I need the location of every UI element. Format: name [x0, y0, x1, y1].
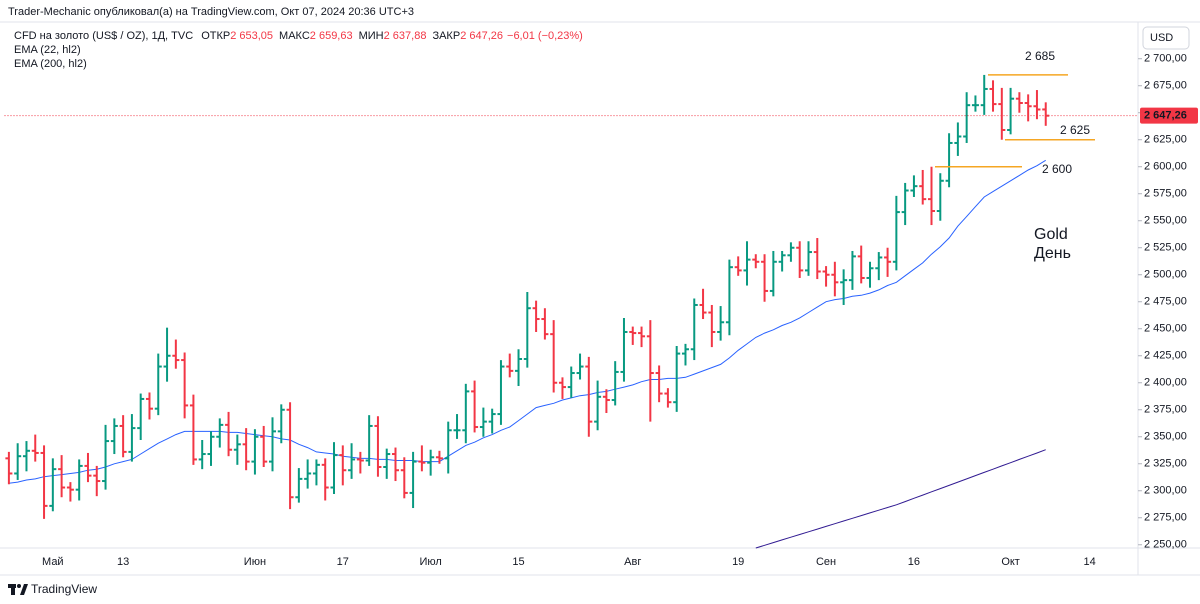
ohlc-value: 2 647,26 — [460, 30, 503, 42]
level-label: 2 685 — [1025, 49, 1055, 63]
brand: TradingView — [31, 582, 97, 596]
ema-line — [755, 449, 1046, 549]
ohlc-label: ОТКР — [201, 30, 230, 42]
y-tick-label: 2 575,00 — [1144, 188, 1187, 200]
symbol: CFD на золото (US$ / OZ), 1Д, TVC — [14, 30, 193, 42]
x-tick-label: 14 — [1084, 556, 1096, 568]
y-tick-label: 2 450,00 — [1144, 323, 1187, 335]
y-tick-label: 2 500,00 — [1144, 269, 1187, 281]
ohlc-label: МИН — [359, 30, 384, 42]
ohlc-label: ЗАКР — [432, 30, 460, 42]
y-tick-label: 2 600,00 — [1144, 161, 1187, 173]
ohlc-label: МАКС — [279, 30, 310, 42]
x-tick-label: 19 — [732, 556, 744, 568]
price-label: 2 647,26 — [1144, 110, 1187, 122]
x-tick-label: Авг — [624, 556, 641, 568]
currency-button[interactable] — [1142, 26, 1190, 50]
change: −6,01 (−0,23%) — [507, 30, 583, 42]
ohlc-value: 2 653,05 — [230, 30, 273, 42]
annotation: День — [1034, 245, 1071, 262]
y-tick-label: 2 425,00 — [1144, 350, 1187, 362]
y-tick-label: 2 700,00 — [1144, 53, 1187, 65]
attribution: Trader-Mechanic опубликовал(а) на Tradin… — [8, 6, 414, 18]
ema-line — [8, 159, 1046, 484]
x-tick-label: Июн — [244, 556, 266, 568]
level-label: 2 625 — [1060, 123, 1090, 137]
y-tick-label: 2 375,00 — [1144, 404, 1187, 416]
y-tick-label: 2 250,00 — [1144, 539, 1187, 551]
currency[interactable]: USD — [1150, 32, 1173, 44]
x-tick-label: 15 — [512, 556, 524, 568]
logo-part — [17, 584, 21, 588]
y-tick-label: 2 300,00 — [1144, 485, 1187, 497]
legend-ohlc: CFD на золото (US$ / OZ), 1Д, TVC ОТКР2 6… — [14, 30, 583, 42]
logo-part — [11, 584, 15, 595]
y-tick-label: 2 475,00 — [1144, 296, 1187, 308]
y-tick-label: 2 550,00 — [1144, 215, 1187, 227]
x-tick-label: 16 — [908, 556, 920, 568]
y-tick-label: 2 350,00 — [1144, 431, 1187, 443]
x-tick-label: Май — [42, 556, 64, 568]
y-tick-label: 2 525,00 — [1144, 242, 1187, 254]
indicator-legend: EMA (200, hl2) — [14, 58, 87, 70]
ohlc-value: 2 637,88 — [384, 30, 427, 42]
level-label: 2 600 — [1042, 162, 1072, 176]
x-tick-label: Сен — [816, 556, 836, 568]
tv-logo — [8, 584, 28, 595]
annotation: Gold — [1034, 226, 1068, 243]
y-tick-label: 2 325,00 — [1144, 458, 1187, 470]
y-tick-label: 2 400,00 — [1144, 377, 1187, 389]
y-tick-label: 2 625,00 — [1144, 134, 1187, 146]
indicator-legend: EMA (22, hl2) — [14, 44, 81, 56]
x-tick-label: 13 — [117, 556, 129, 568]
price-label-box — [1140, 107, 1198, 124]
y-tick-label: 2 275,00 — [1144, 512, 1187, 524]
y-tick-label: 2 675,00 — [1144, 80, 1187, 92]
ohlc-value: 2 659,63 — [310, 30, 353, 42]
logo-part — [20, 584, 28, 595]
x-tick-label: Окт — [1001, 556, 1020, 568]
x-tick-label: Июл — [419, 556, 441, 568]
x-tick-label: 17 — [337, 556, 349, 568]
